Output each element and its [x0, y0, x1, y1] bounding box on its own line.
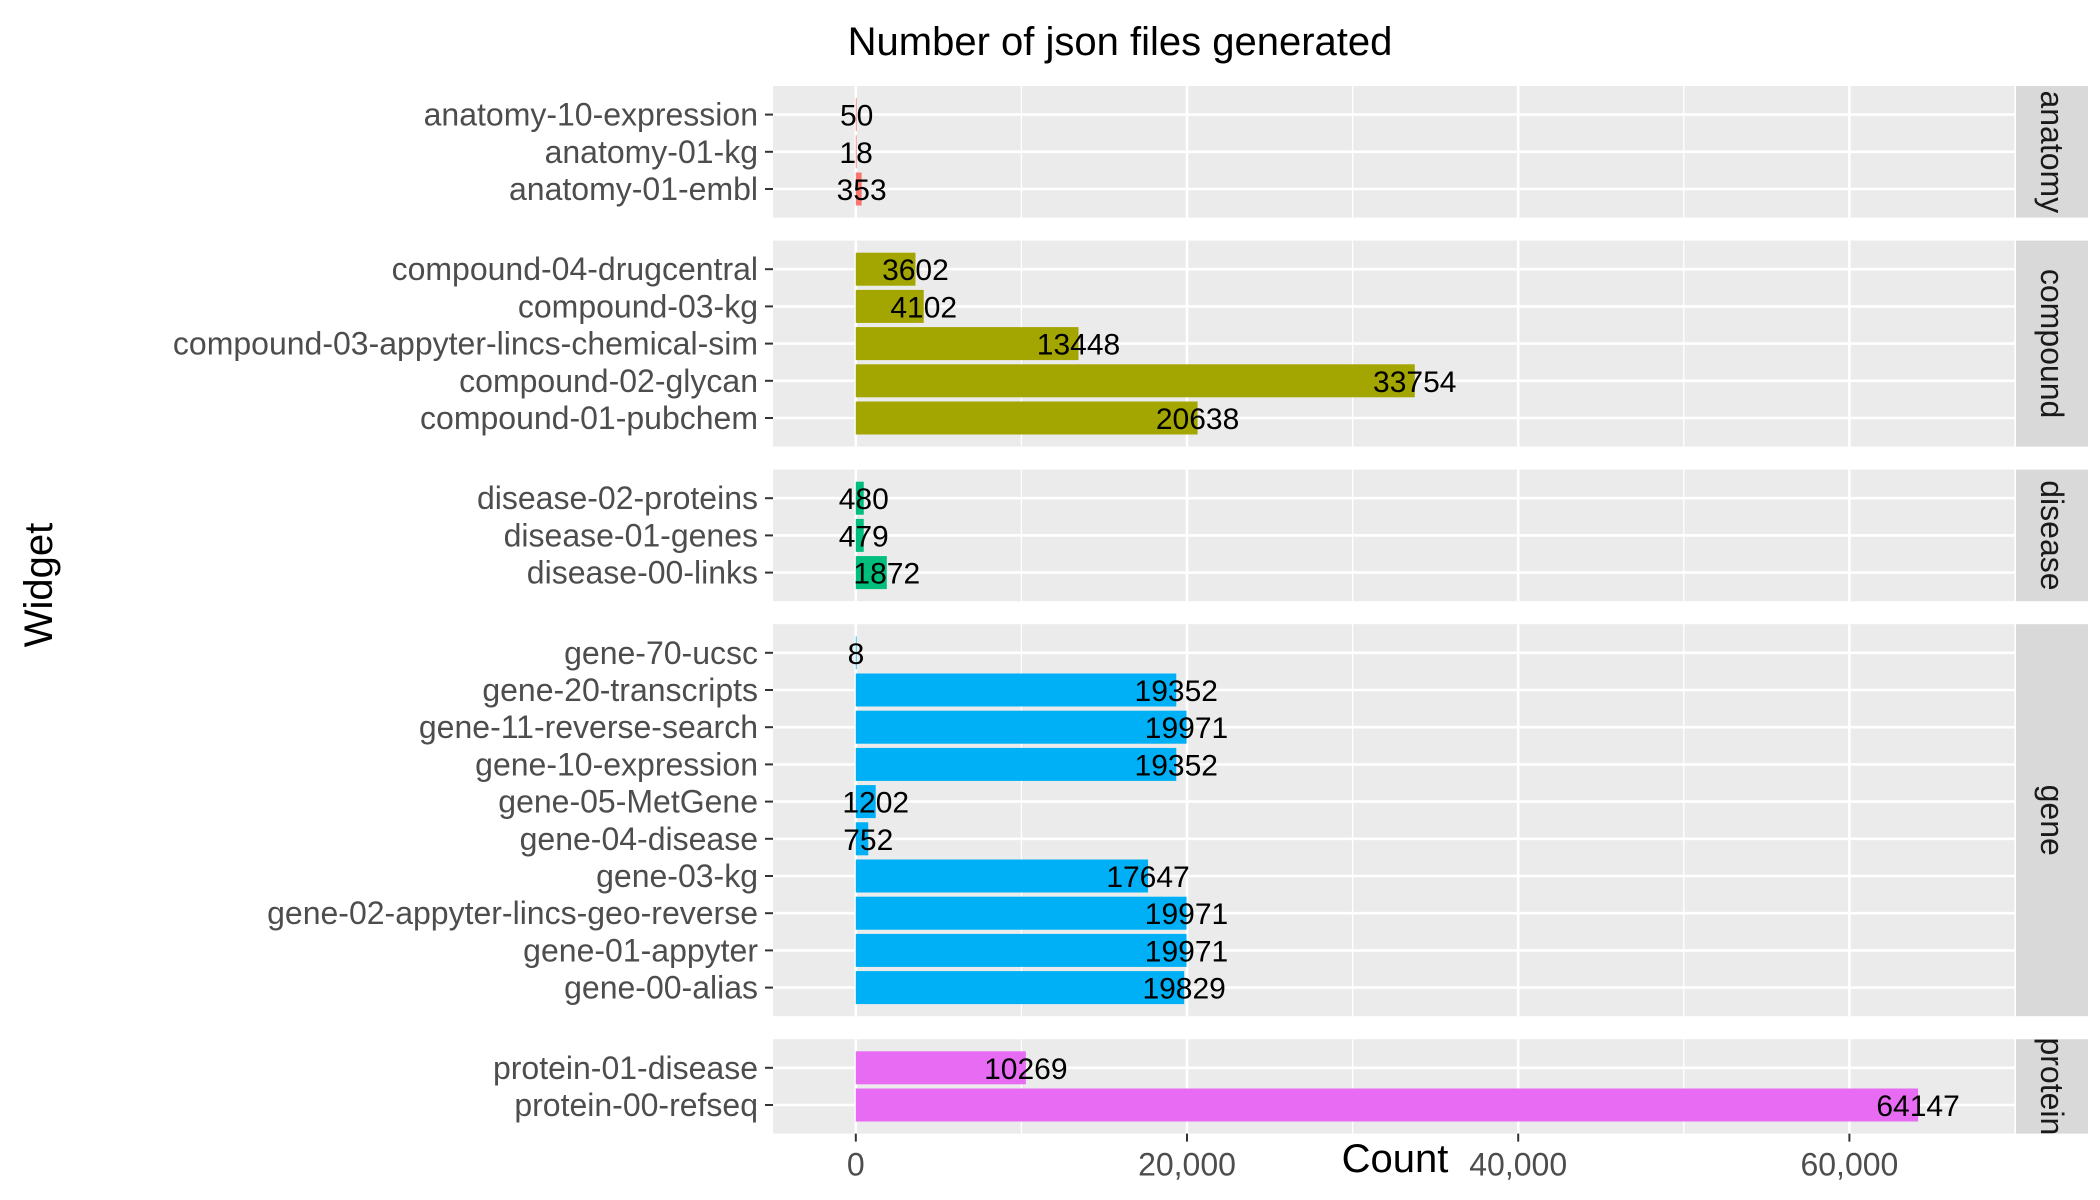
y-tick-label-gene-10-expression: gene-10-expression [475, 746, 758, 782]
data-label-gene-70-ucsc: 8 [848, 638, 865, 671]
data-label-gene-04-disease: 752 [843, 824, 893, 857]
facet-strip-label-compound: compound [2034, 269, 2070, 418]
facet-panel-compound: 3602 compound-04-drugcentral 4102 compound-… [173, 240, 2088, 447]
y-axis-title: Widget [17, 523, 61, 648]
bar-compound-02-glycan [855, 364, 1415, 398]
y-tick-label-anatomy-10-expression: anatomy-10-expression [424, 97, 758, 133]
bar-compound-01-pubchem [855, 401, 1198, 435]
data-label-gene-05-MetGene: 1202 [842, 787, 909, 820]
y-tick-label-disease-02-proteins: disease-02-proteins [477, 480, 758, 516]
data-label-disease-00-links: 1872 [853, 558, 920, 591]
data-label-gene-20-transcripts: 19352 [1135, 675, 1218, 708]
bar-gene-20-transcripts [855, 673, 1177, 707]
facet-strip-protein [2016, 1039, 2088, 1134]
facet-strip-label-gene: gene [2034, 785, 2070, 856]
bar-protein-01-disease [855, 1051, 1026, 1085]
facet-panel-gene: 8 gene-70-ucsc 19352 gene-20-transcripts 199… [267, 624, 2088, 1017]
y-tick-label-gene-11-reverse-search: gene-11-reverse-search [419, 709, 758, 745]
bar-anatomy-10-expression [855, 98, 857, 132]
bar-disease-00-links [855, 556, 887, 590]
data-label-disease-02-proteins: 480 [839, 483, 889, 516]
data-label-gene-00-alias: 19829 [1142, 973, 1225, 1006]
bar-protein-00-refseq [855, 1088, 1919, 1122]
y-tick-label-anatomy-01-embl: anatomy-01-embl [509, 171, 758, 207]
facet-panels: 50 anatomy-10-expression 18 anatomy-01-kg 35… [173, 86, 2088, 1135]
data-label-gene-03-kg: 17647 [1106, 861, 1189, 894]
facet-strip-label-protein: protein [2034, 1037, 2070, 1135]
bar-disease-02-proteins [855, 481, 864, 515]
x-axis-title: Count [1342, 1137, 1449, 1181]
facet-strip-gene [2016, 624, 2088, 1017]
y-tick-label-disease-00-links: disease-00-links [527, 555, 758, 591]
bar-gene-03-kg [855, 859, 1149, 893]
bar-compound-03-appyter-lincs-chemical-sim [855, 327, 1079, 361]
y-tick-label-compound-02-glycan: compound-02-glycan [459, 363, 758, 399]
y-tick-label-gene-70-ucsc: gene-70-ucsc [564, 635, 758, 671]
bar-gene-00-alias [855, 971, 1185, 1005]
data-label-anatomy-01-embl: 353 [837, 174, 887, 207]
y-tick-label-gene-03-kg: gene-03-kg [596, 858, 758, 894]
bar-gene-11-reverse-search [855, 710, 1187, 744]
y-tick-label-gene-20-transcripts: gene-20-transcripts [482, 672, 758, 708]
data-label-protein-00-refseq: 64147 [1876, 1090, 1959, 1123]
x-tick-label: 40,000 [1469, 1147, 1567, 1183]
data-label-protein-01-disease: 10269 [984, 1053, 1067, 1086]
x-axis: 0 20,000 40,000 60,000 [847, 1133, 1898, 1183]
bar-gene-01-appyter [855, 933, 1187, 967]
y-tick-label-gene-02-appyter-lincs-geo-reverse: gene-02-appyter-lincs-geo-reverse [267, 895, 758, 931]
y-tick-label-protein-00-refseq: protein-00-refseq [514, 1087, 758, 1123]
x-tick-label: 60,000 [1800, 1147, 1898, 1183]
facet-panel-anatomy: 50 anatomy-10-expression 18 anatomy-01-kg 35… [424, 86, 2088, 218]
y-tick-label-gene-01-appyter: gene-01-appyter [523, 932, 758, 968]
y-tick-label-compound-03-kg: compound-03-kg [518, 288, 758, 324]
y-tick-label-gene-05-MetGene: gene-05-MetGene [498, 784, 758, 820]
y-tick-label-anatomy-01-kg: anatomy-01-kg [545, 134, 758, 170]
facet-strip-label-disease: disease [2034, 480, 2070, 590]
facet-strip-compound [2016, 240, 2088, 447]
bar-gene-04-disease [855, 822, 869, 856]
data-label-anatomy-01-kg: 18 [839, 137, 872, 170]
facet-strip-anatomy [2016, 86, 2088, 218]
bar-gene-05-MetGene [855, 785, 876, 819]
y-tick-label-disease-01-genes: disease-01-genes [504, 517, 758, 553]
bar-compound-03-kg [855, 289, 924, 323]
facet-panel-protein: 10269 protein-01-disease 64147 protein-00-r… [493, 1037, 2088, 1135]
bar-gene-70-ucsc [855, 636, 857, 670]
data-label-gene-10-expression: 19352 [1135, 749, 1218, 782]
y-tick-label-compound-01-pubchem: compound-01-pubchem [420, 400, 758, 436]
bar-gene-02-appyter-lincs-geo-reverse [855, 896, 1187, 930]
bar-disease-01-genes [855, 518, 864, 552]
bar-anatomy-01-kg [855, 135, 857, 169]
facet-strip-label-anatomy: anatomy [2034, 90, 2070, 213]
y-tick-label-gene-04-disease: gene-04-disease [520, 821, 758, 857]
bar-gene-10-expression [855, 747, 1177, 781]
y-tick-label-gene-00-alias: gene-00-alias [564, 970, 758, 1006]
bar-compound-04-drugcentral [855, 252, 916, 286]
y-tick-label-compound-04-drugcentral: compound-04-drugcentral [392, 251, 758, 287]
facet-panel-disease: 480 disease-02-proteins 479 disease-01-gene… [477, 469, 2088, 602]
data-label-compound-04-drugcentral: 3602 [882, 254, 949, 287]
data-label-compound-02-glycan: 33754 [1373, 366, 1456, 399]
chart-title: Number of json files generated [848, 20, 1393, 64]
x-tick-label: 20,000 [1138, 1147, 1236, 1183]
data-label-disease-01-genes: 479 [839, 520, 889, 553]
facet-strip-disease [2016, 469, 2088, 602]
data-label-anatomy-10-expression: 50 [840, 100, 873, 133]
data-label-gene-02-appyter-lincs-geo-reverse: 19971 [1145, 898, 1228, 931]
data-label-compound-03-kg: 4102 [890, 291, 957, 324]
y-tick-label-compound-03-appyter-lincs-chemical-sim: compound-03-appyter-lincs-chemical-sim [173, 326, 758, 362]
y-tick-label-protein-01-disease: protein-01-disease [493, 1050, 758, 1086]
x-tick-label: 0 [847, 1147, 865, 1183]
data-label-gene-01-appyter: 19971 [1145, 935, 1228, 968]
bar-anatomy-01-embl [855, 172, 862, 206]
data-label-compound-01-pubchem: 20638 [1156, 403, 1239, 436]
data-label-gene-11-reverse-search: 19971 [1145, 712, 1228, 745]
data-label-compound-03-appyter-lincs-chemical-sim: 13448 [1037, 329, 1120, 362]
